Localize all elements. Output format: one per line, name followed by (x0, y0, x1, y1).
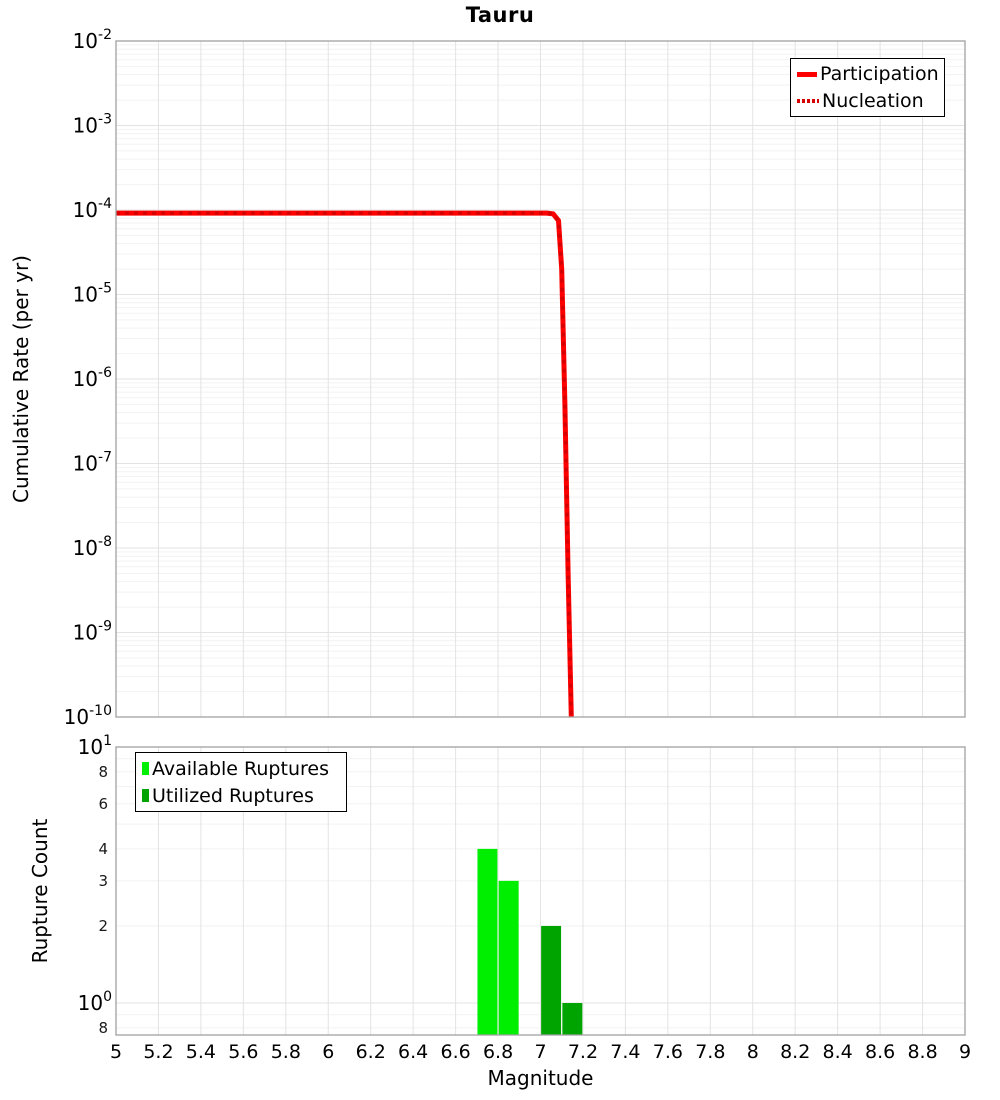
x-tick-5: 5 (110, 1041, 122, 1063)
y-minor-tick-8: 8 (98, 763, 108, 781)
x-tick-7.6: 7.6 (653, 1041, 683, 1063)
available-ruptures-swatch (142, 762, 149, 775)
legend-item-available-ruptures: Available Ruptures (142, 757, 338, 781)
y-tick-1e-9: 10-9 (73, 619, 112, 645)
y-tick-1e-3: 10-3 (73, 112, 112, 138)
y-tick-1e-8: 10-8 (73, 534, 112, 560)
y-tick-1e-10: 10-10 (64, 703, 112, 729)
legend-label-available-ruptures: Available Ruptures (152, 757, 329, 780)
legend-label-nucleation: Nucleation (822, 90, 924, 112)
y-tick-1e-5: 10-5 (73, 281, 112, 307)
bar-utilized-ruptures-m7.15 (562, 1003, 583, 1035)
x-tick-9: 9 (959, 1041, 971, 1063)
legend-label-utilized-ruptures: Utilized Ruptures (152, 784, 314, 807)
x-tick-6.6: 6.6 (440, 1041, 470, 1063)
count-plot-border (115, 746, 966, 1036)
x-tick-8.8: 8.8 (907, 1041, 937, 1063)
y-tick-1e-4: 10-4 (73, 196, 113, 222)
x-axis-title-magnitude: Magnitude (487, 1066, 594, 1090)
bar-available-ruptures-m6.85 (498, 880, 519, 1035)
x-tick-7: 7 (534, 1041, 546, 1063)
rate-plot-border (115, 40, 966, 718)
series-participation (116, 210, 574, 718)
y-tick-1e-2: 10-2 (73, 27, 112, 53)
nucleation-line-swatch (797, 99, 819, 103)
x-tick-6.2: 6.2 (356, 1041, 386, 1063)
y-tick-1: 100 (78, 989, 112, 1015)
y-axis-title-rupture-count: Rupture Count (28, 818, 52, 964)
x-tick-5.4: 5.4 (186, 1041, 216, 1063)
x-tick-5.6: 5.6 (228, 1041, 258, 1063)
legend-item-participation: Participation (797, 62, 939, 86)
y-tick-1e-7: 10-7 (73, 450, 112, 476)
y-minor-tick-3: 3 (98, 872, 108, 890)
x-tick-8.4: 8.4 (823, 1041, 853, 1063)
bar-utilized-ruptures-m7.05 (541, 925, 562, 1035)
y-minor-tick-6: 6 (98, 795, 108, 813)
legend-item-nucleation: Nucleation (797, 89, 936, 113)
y-tick-10: 101 (78, 733, 112, 759)
x-tick-8.6: 8.6 (865, 1041, 895, 1063)
chart-title: Tauru (465, 3, 535, 27)
participation-line-swatch (797, 71, 817, 77)
x-tick-6.4: 6.4 (398, 1041, 428, 1063)
y-minor-tick-4: 4 (98, 840, 108, 858)
x-tick-6.8: 6.8 (483, 1041, 513, 1063)
x-tick-8.2: 8.2 (780, 1041, 810, 1063)
x-tick-7.4: 7.4 (610, 1041, 640, 1063)
y-minor-tick-2: 2 (98, 917, 108, 935)
x-tick-7.8: 7.8 (695, 1041, 725, 1063)
y-axis-title-cumulative-rate: Cumulative Rate (per yr) (9, 255, 33, 503)
x-tick-8: 8 (747, 1041, 759, 1063)
legend-label-participation: Participation (820, 63, 939, 85)
bar-available-ruptures-m6.75 (477, 848, 498, 1035)
x-tick-5.2: 5.2 (143, 1041, 173, 1063)
legend-item-utilized-ruptures: Utilized Ruptures (142, 784, 338, 808)
y-tick-1e-6: 10-6 (73, 365, 113, 391)
rupture-legend: Available Ruptures Utilized Ruptures (135, 752, 347, 812)
series-nucleation (116, 211, 574, 718)
x-tick-7.2: 7.2 (568, 1041, 598, 1063)
y-minor-tick-0.8: 8 (98, 1019, 108, 1037)
utilized-ruptures-swatch (142, 789, 149, 802)
x-tick-5.8: 5.8 (271, 1041, 301, 1063)
rate-legend: Participation Nucleation (790, 58, 945, 117)
x-tick-6: 6 (322, 1041, 334, 1063)
